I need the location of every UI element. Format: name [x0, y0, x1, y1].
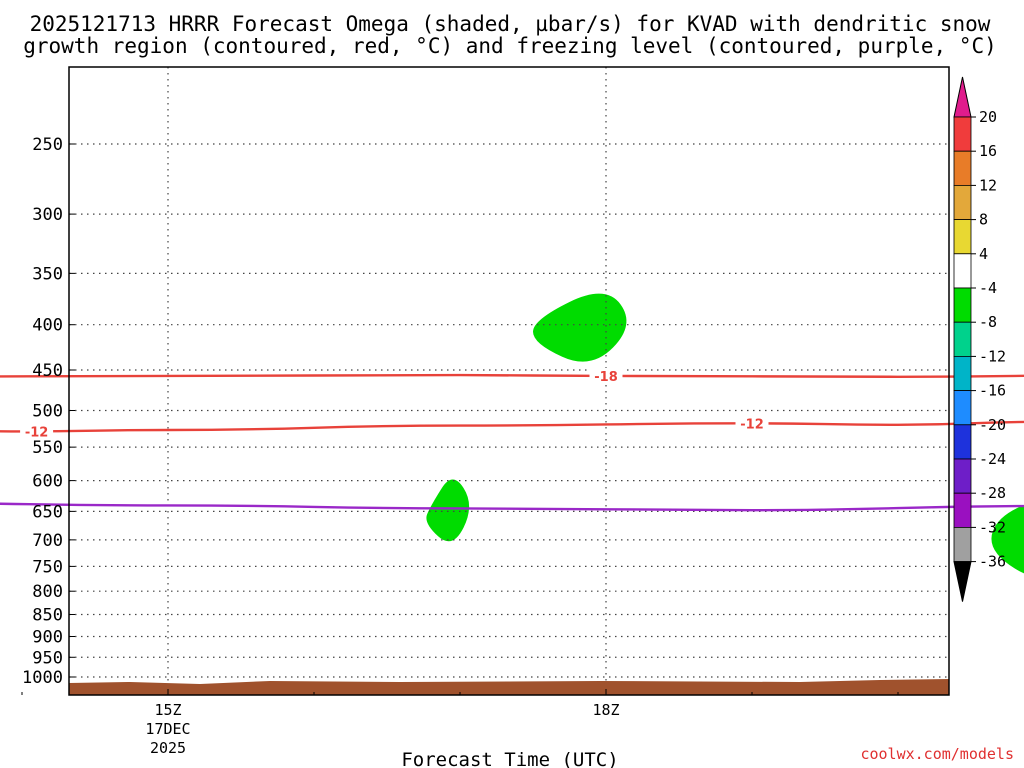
contour-line--12 [0, 420, 1024, 433]
y-tick-650: 650 [32, 502, 63, 522]
contour-label--12-1: -12 [740, 417, 764, 432]
colorbar-label-20: 20 [979, 108, 997, 126]
contour-label--18-0: -18 [594, 370, 618, 385]
colorbar-segment-6 [953, 287, 972, 323]
colorbar-label--4: -4 [979, 279, 997, 297]
contour-label--12-0: -12 [25, 425, 49, 440]
colorbar-segment-1 [953, 116, 972, 152]
colorbar-label--20: -20 [979, 416, 1006, 434]
y-tick-850: 850 [32, 606, 63, 626]
plot-background [69, 67, 949, 695]
x-axis-label: Forecast Time (UTC) [401, 749, 618, 768]
contour-line--18 [0, 373, 1024, 378]
credit-link[interactable]: coolwx.com/models [860, 745, 1014, 763]
colorbar-label--24: -24 [979, 450, 1006, 468]
colorbar-segment-3 [953, 184, 972, 220]
chart-title-line1: 2025121713 HRRR Forecast Omega (shaded, … [30, 12, 991, 36]
chart-title-line2: growth region (contoured, red, °C) and f… [23, 34, 997, 58]
colorbar-label--8: -8 [979, 313, 997, 331]
x-tick-date-15Z: 17DEC [145, 720, 190, 738]
grid-lines [69, 67, 949, 695]
colorbar-segment-4 [953, 219, 972, 255]
colorbar-label--28: -28 [979, 484, 1006, 502]
colorbar-label--36: -36 [979, 553, 1006, 571]
y-tick-700: 700 [32, 531, 63, 551]
omega-shading [426, 293, 1024, 574]
omega-colorbar: 20 16 12 8 4 -4 -8 -12 -16 -20 -24 -28 -32 -36 [953, 76, 1006, 602]
omega-green-18z-upper [533, 293, 627, 362]
colorbar-segment-2 [953, 150, 972, 186]
y-tick-550: 550 [32, 438, 63, 458]
colorbar-segment-10 [953, 424, 972, 460]
colorbar-bottom-triangle [953, 561, 972, 602]
terrain-band [69, 679, 949, 695]
colorbar-label--32: -32 [979, 518, 1006, 536]
colorbar-label-12: 12 [979, 176, 997, 194]
y-tick-300: 300 [32, 205, 63, 225]
colorbar-top-triangle [953, 76, 972, 118]
terrain-fill [69, 679, 949, 695]
plot-frame [68, 66, 950, 696]
contour-label-bg--12-1 [735, 415, 769, 432]
y-tick-950: 950 [32, 648, 63, 668]
x-tick-15Z: 15Z [154, 701, 181, 719]
contour-label-bg--12-0 [20, 423, 54, 440]
colorbar-label--12: -12 [979, 347, 1006, 365]
y-tick-600: 600 [32, 472, 63, 492]
y-tick-900: 900 [32, 627, 63, 647]
y-tick-450: 450 [32, 361, 63, 381]
y-tick-1000: 1000 [22, 668, 63, 688]
colorbar-segment-5 [953, 253, 972, 289]
omega-green-17z-mid [426, 479, 470, 542]
colorbar-segment-13 [953, 527, 972, 563]
colorbar-segment-8 [953, 355, 972, 391]
colorbar-segment-11 [953, 458, 972, 494]
y-tick-750: 750 [32, 557, 63, 577]
y-tick-500: 500 [32, 402, 63, 422]
y-tick-350: 350 [32, 264, 63, 284]
colorbar-label--16: -16 [979, 382, 1006, 400]
colorbar-label-8: 8 [979, 211, 988, 229]
contour-line-0 [0, 502, 1024, 512]
axes: 2503003504004505005506006507007508008509… [21, 66, 950, 757]
colorbar-segment-7 [953, 321, 972, 357]
contour-label-bg--18-0 [589, 367, 623, 384]
y-tick-800: 800 [32, 582, 63, 602]
colorbar-label-16: 16 [979, 142, 997, 160]
omega-green-21z-low [991, 505, 1024, 574]
x-tick-year-15Z: 2025 [150, 739, 186, 757]
plot-area [69, 67, 949, 695]
y-tick-400: 400 [32, 316, 63, 336]
colorbar-segment-12 [953, 492, 972, 528]
colorbar-segment-9 [953, 390, 972, 426]
temperature-contours: -18-18-12-12-1200 [0, 367, 1024, 512]
y-tick-250: 250 [32, 135, 63, 155]
colorbar-label-4: 4 [979, 245, 988, 263]
x-tick-18Z: 18Z [592, 701, 619, 719]
